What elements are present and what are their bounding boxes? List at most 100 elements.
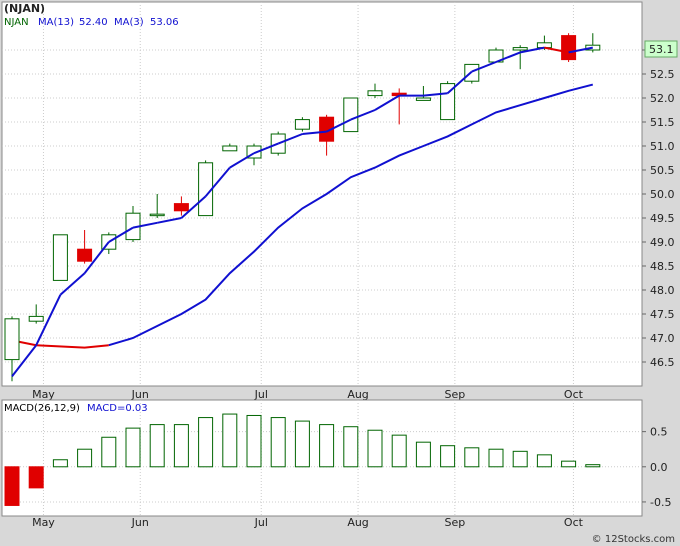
macd-bar-positive (585, 464, 601, 468)
ma3-segment (423, 92, 448, 97)
macd-month-label: Jul (254, 516, 268, 529)
ma3-segment (180, 195, 207, 219)
macd-month-label: May (32, 516, 55, 529)
last-price-badge (644, 40, 678, 58)
ma3-segment (302, 130, 327, 135)
legend-ma3-label: MA(3) (114, 17, 144, 28)
ma3-segment (495, 51, 521, 63)
legend-ma13-label: MA(13) (38, 17, 74, 28)
macd-bar-positive (391, 434, 407, 468)
last-price-value: 53.1 (649, 43, 674, 56)
legend-ma3-value: 53.06 (150, 17, 179, 28)
candle-up (294, 119, 310, 130)
price-tick-label: 46.5 (650, 356, 675, 369)
macd-bar-positive (464, 447, 480, 468)
ma3-segment (229, 152, 255, 169)
macd-tick-label: -0.5 (650, 496, 671, 509)
candle-up (222, 145, 238, 152)
macd-bar-negative (28, 466, 44, 489)
macd-bar-positive (198, 417, 214, 468)
ma3-segment (326, 118, 352, 133)
candle-up (512, 47, 528, 51)
price-tick-label: 51.5 (650, 116, 675, 129)
macd-bar-positive (415, 441, 431, 468)
macd-bars (4, 413, 601, 506)
price-tick-label: 50.0 (650, 188, 675, 201)
macd-month-label: Aug (347, 516, 368, 529)
ma3-segment (11, 344, 37, 378)
macd-bar-positive (488, 448, 504, 468)
macd-bar-positive (222, 413, 238, 468)
macd-bar-positive (367, 429, 383, 468)
macd-legend-label: MACD(26,12,9) (4, 403, 80, 414)
ma3-segment (350, 109, 376, 121)
month-label: May (32, 388, 55, 401)
ma3-segment (59, 272, 86, 296)
candle-up (52, 234, 68, 281)
macd-bar-positive (440, 445, 456, 468)
month-axis: May Jun Jul Aug Sep Oct (32, 388, 584, 401)
candle-down (173, 203, 189, 212)
price-tick-label: 49.0 (650, 236, 675, 249)
chart-title: (NJAN) (4, 2, 45, 15)
ma13-segment-down (11, 339, 109, 349)
macd-tick-label: 0.0 (650, 461, 668, 474)
ma3-segment (544, 46, 569, 54)
macd-bar-positive (343, 426, 359, 468)
macd-month-label: Jun (131, 516, 149, 529)
macd-y-axis: -0.5 0.0 0.5 (650, 426, 671, 509)
macd-tick-label: 0.5 (650, 426, 668, 439)
legend-symbol: NJAN (4, 17, 29, 28)
ma3-segment (108, 226, 134, 243)
ma3-segment (471, 61, 497, 73)
ma3-segment (253, 142, 279, 155)
ma3-segment (83, 241, 110, 274)
price-tick-label: 49.5 (650, 212, 675, 225)
ma3-line (11, 46, 593, 378)
price-tick-label: 52.0 (650, 92, 675, 105)
price-tick-label: 48.5 (650, 260, 675, 273)
macd-bar-positive (77, 448, 93, 468)
candle-up (28, 315, 44, 322)
macd-bar-positive (270, 417, 286, 468)
ma3-segment (446, 70, 473, 94)
price-tick-label: 48.0 (650, 284, 675, 297)
month-label: Sep (444, 388, 465, 401)
ma3-segment (277, 133, 303, 145)
macd-bar-positive (512, 450, 528, 468)
price-tick-label: 50.5 (650, 164, 675, 177)
ma3-segment (568, 46, 593, 54)
ma13-line (11, 83, 594, 349)
candle-up (343, 97, 359, 133)
macd-bar-positive (101, 436, 117, 468)
candle-up (149, 213, 165, 217)
candle-up (4, 318, 20, 361)
price-y-axis: 46.5 47.0 47.5 48.0 48.5 49.0 49.5 50.0 50.5 51.0… (650, 44, 675, 369)
macd-legend-value: MACD=0.03 (87, 403, 148, 414)
month-label: Jun (131, 388, 149, 401)
ma3-segment (157, 217, 182, 224)
candle-up (415, 97, 431, 101)
macd-bar-positive (52, 459, 68, 468)
price-tick-label: 51.0 (650, 140, 675, 153)
candle-up (367, 90, 383, 97)
macd-bar-positive (149, 424, 165, 468)
ma13-segment-up (108, 83, 594, 347)
month-label: Jul (254, 388, 268, 401)
site-credit: © 12Stocks.com (592, 534, 675, 545)
macd-bar-positive (173, 424, 189, 468)
macd-bar-positive (125, 427, 141, 468)
candle-down (561, 35, 577, 61)
price-tick-label: 47.0 (650, 332, 675, 345)
ma3-segment (374, 94, 400, 111)
macd-bar-positive (294, 420, 310, 468)
macd-bar-negative (4, 466, 20, 506)
macd-month-label: Oct (564, 516, 584, 529)
macd-bar-positive (561, 460, 577, 468)
ma3-segment (204, 166, 231, 198)
macd-bar-positive (246, 414, 262, 468)
ma3-segment (35, 294, 62, 346)
month-label: Aug (347, 388, 368, 401)
ma3-segment (132, 221, 158, 229)
price-tick-label: 47.5 (650, 308, 675, 321)
